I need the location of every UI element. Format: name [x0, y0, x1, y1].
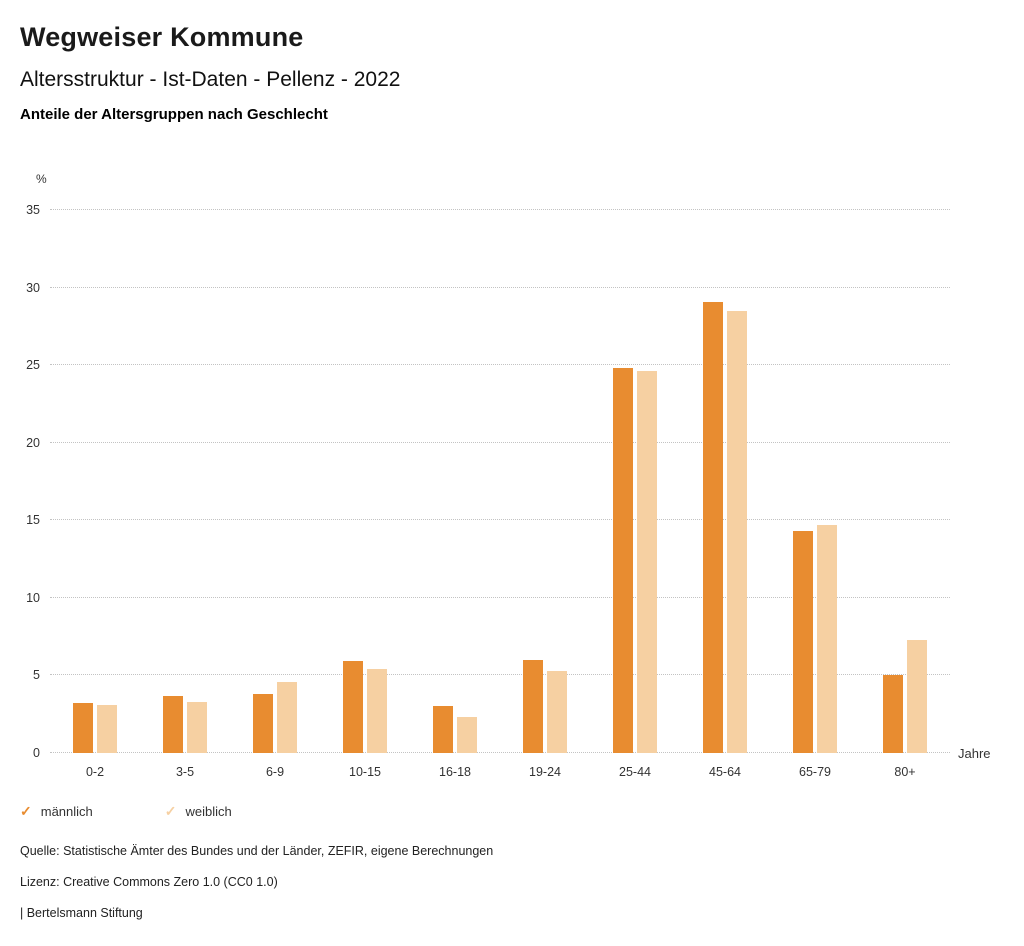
x-axis-unit-label: Jahre	[958, 746, 991, 761]
legend-label: männlich	[40, 804, 93, 819]
x-tick-label: 10-15	[349, 765, 381, 779]
y-tick-label: 15	[26, 513, 40, 528]
bar-group	[320, 210, 410, 753]
y-tick-label: 20	[26, 435, 40, 450]
x-tick-label: 19-24	[529, 765, 561, 779]
bar-group	[590, 210, 680, 753]
legend-label: weiblich	[185, 804, 232, 819]
legend-item-weiblich[interactable]: ✓ weiblich	[165, 803, 232, 820]
bar-weiblich[interactable]	[727, 310, 747, 753]
x-tick-label: 80+	[894, 765, 916, 779]
bars-row	[50, 210, 950, 753]
gridline	[50, 364, 950, 366]
y-tick-label: 10	[26, 590, 40, 605]
bar-männlich[interactable]	[613, 368, 633, 753]
y-tick-label: 35	[26, 203, 40, 217]
bar-group	[770, 210, 860, 753]
x-tick-label: 3-5	[175, 765, 195, 779]
gridline	[50, 519, 950, 521]
bar-group	[860, 210, 950, 753]
gridline	[50, 286, 950, 288]
plot-area	[50, 209, 950, 753]
attribution-text: | Bertelsmann Stiftung	[20, 906, 143, 920]
bar-männlich[interactable]	[523, 659, 543, 753]
bar-weiblich[interactable]	[277, 681, 297, 753]
bar-weiblich[interactable]	[547, 670, 567, 753]
gridline	[50, 674, 950, 676]
x-tick-label: 6-9	[265, 765, 285, 779]
bar-group	[50, 210, 140, 753]
x-tick-label: 45-64	[709, 765, 741, 779]
y-axis-unit-label: %	[36, 172, 47, 186]
gridline	[50, 596, 950, 598]
bar-group	[410, 210, 500, 753]
x-tick-label: 25-44	[619, 765, 651, 779]
legend-item-männlich[interactable]: ✓ männlich	[20, 803, 93, 820]
y-tick-label: 5	[33, 668, 40, 683]
source-text: Quelle: Statistische Ämter des Bundes un…	[20, 844, 494, 858]
gridline	[50, 209, 950, 210]
chart-heading: Anteile der Altersgruppen nach Geschlech…	[20, 106, 328, 123]
check-icon: ✓	[164, 803, 177, 819]
x-axis: 0-2 3-5 6-9 10-15 16-18 19-24 25-44 45-64 65-79 8…	[50, 765, 950, 779]
gridline	[50, 441, 950, 443]
y-tick-label: 0	[33, 746, 40, 760]
bar-weiblich[interactable]	[367, 669, 387, 753]
check-icon: ✓	[20, 803, 32, 819]
y-tick-label: 30	[26, 280, 40, 295]
bar-weiblich[interactable]	[457, 717, 477, 753]
license-text: Lizenz: Creative Commons Zero 1.0 (CC0 1…	[20, 875, 278, 889]
bar-weiblich[interactable]	[97, 704, 117, 753]
x-tick-label: 0-2	[85, 765, 105, 779]
bar-männlich[interactable]	[73, 703, 93, 753]
page-title: Wegweiser Kommune	[20, 22, 304, 52]
bar-group	[230, 210, 320, 753]
bar-weiblich[interactable]	[907, 639, 927, 753]
bar-männlich[interactable]	[433, 706, 453, 753]
bar-männlich[interactable]	[253, 694, 273, 753]
bar-männlich[interactable]	[793, 531, 813, 753]
y-axis: 0 5 10 15 20 25 30 35	[6, 203, 42, 760]
legend: ✓ männlich ✓ weiblich	[20, 803, 232, 820]
bar-männlich[interactable]	[703, 301, 723, 753]
bar-weiblich[interactable]	[817, 524, 837, 753]
x-tick-label: 65-79	[799, 765, 831, 779]
x-tick-label: 16-18	[439, 765, 471, 779]
bar-group	[500, 210, 590, 753]
bar-männlich[interactable]	[883, 675, 903, 753]
bar-weiblich[interactable]	[637, 371, 657, 753]
gridline	[50, 752, 950, 753]
bar-weiblich[interactable]	[187, 701, 207, 753]
bar-group	[680, 210, 770, 753]
bar-männlich[interactable]	[343, 661, 363, 753]
chart-subtitle: Altersstruktur - Ist-Daten - Pellenz - 2…	[20, 68, 401, 91]
bar-group	[140, 210, 230, 753]
bar-männlich[interactable]	[163, 695, 183, 753]
y-tick-label: 25	[26, 358, 40, 373]
